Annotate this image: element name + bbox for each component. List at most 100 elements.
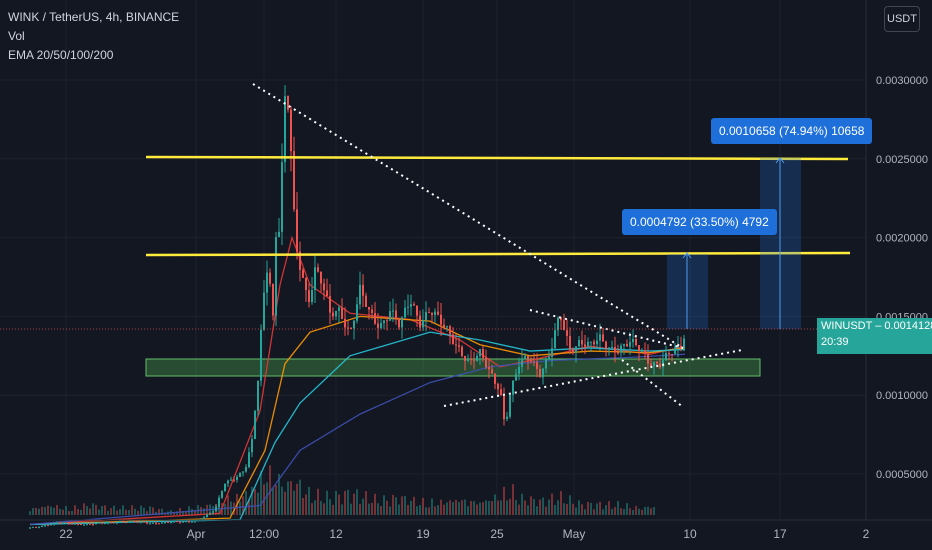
candle-body <box>143 521 145 523</box>
candle-body <box>230 479 232 481</box>
volume-bar <box>299 479 301 515</box>
volume-bar <box>47 505 49 515</box>
currency-unit-button[interactable]: USDT <box>884 6 920 32</box>
volume-bar <box>155 511 157 515</box>
candle-body <box>236 476 238 480</box>
candle-body <box>248 452 250 468</box>
ascending-trendline[interactable] <box>443 349 743 407</box>
time-tick-label: 17 <box>773 527 787 541</box>
candle-body <box>65 522 67 524</box>
volume-bar <box>380 506 382 515</box>
candle-body <box>392 310 394 312</box>
wedge-lower-trendline[interactable] <box>621 359 684 408</box>
volume-bar <box>653 506 655 515</box>
volume-bar <box>101 505 103 515</box>
volume-bar <box>515 500 517 515</box>
candle-body <box>257 380 259 411</box>
candle-body <box>428 312 430 314</box>
volume-bar <box>584 509 586 515</box>
candle-body <box>80 524 82 526</box>
volume-bar <box>650 508 652 515</box>
candle-body <box>650 363 652 367</box>
volume-bar <box>329 499 331 515</box>
candle-body <box>668 352 670 355</box>
candle-body <box>107 522 109 524</box>
candle-body <box>569 336 571 350</box>
candle-body <box>437 311 439 315</box>
volume-bar <box>305 494 307 515</box>
candle-body <box>218 497 220 507</box>
volume-bar <box>473 501 475 515</box>
ema-line <box>29 235 686 526</box>
volume-bar <box>284 491 286 515</box>
time-tick-label: 12:00 <box>249 527 279 541</box>
volume-bar <box>593 509 595 515</box>
candle-body <box>557 317 559 331</box>
volume-bar <box>323 503 325 515</box>
volume-bar <box>563 503 565 515</box>
measure-box-1[interactable] <box>667 252 708 329</box>
candle-body <box>536 362 538 369</box>
volume-bar <box>314 500 316 515</box>
volume-bar <box>365 491 367 515</box>
volume-bar <box>548 499 550 515</box>
price-tag-countdown: 20:39 <box>821 336 849 348</box>
candle-body <box>50 524 52 526</box>
volume-bar <box>395 497 397 515</box>
measure-box-2[interactable] <box>760 157 801 329</box>
candle-body <box>290 109 292 152</box>
ema-indicator-label[interactable]: EMA 20/50/100/200 <box>8 48 114 62</box>
current-price-label: WINUSDT – 0.0014128 20:39 <box>817 318 932 354</box>
volume-bar <box>53 507 55 515</box>
candle-body <box>401 317 403 328</box>
candle-body <box>383 320 385 324</box>
time-tick-label: May <box>563 527 586 541</box>
candle-body <box>662 360 664 368</box>
candle-body <box>176 521 178 523</box>
volume-bar <box>248 499 250 515</box>
volume-bar <box>65 505 67 515</box>
volume-bar <box>407 504 409 515</box>
candle-body <box>359 284 361 305</box>
volume-bar <box>560 491 562 515</box>
candle-body <box>587 341 589 347</box>
candle-body <box>278 231 280 238</box>
resistance-line-upper[interactable] <box>145 155 849 161</box>
volume-bar <box>497 500 499 515</box>
price-tag-value: 0.0014128 <box>884 320 932 332</box>
price-tick-label: 0.0010000 <box>876 390 928 402</box>
candle-body <box>38 527 40 529</box>
candle-body <box>671 354 673 356</box>
volume-bar <box>68 511 70 515</box>
volume-bar <box>44 507 46 515</box>
volume-bar <box>446 502 448 515</box>
resistance-line-lower[interactable] <box>145 251 851 257</box>
candle-body <box>488 367 490 370</box>
volume-bar <box>296 483 298 515</box>
candle-body <box>173 521 175 523</box>
chart-legend: WINK / TetherUS, 4h, BINANCE Vol EMA 20/… <box>8 8 179 65</box>
volume-bar <box>344 490 346 515</box>
candle-body <box>623 343 625 346</box>
time-tick-label: Apr <box>187 527 206 541</box>
volume-bar <box>545 506 547 515</box>
descending-trendline[interactable] <box>252 83 684 349</box>
volume-bar <box>554 504 556 515</box>
volume-bar <box>443 504 445 515</box>
candle-body <box>329 296 331 313</box>
volume-bar <box>272 488 274 515</box>
candle-body <box>518 366 520 374</box>
candle-body <box>185 521 187 523</box>
candle-body <box>584 344 586 347</box>
volume-bar <box>638 508 640 515</box>
volume-bar <box>257 492 259 515</box>
volume-bar <box>188 506 190 515</box>
volume-bar <box>137 510 139 515</box>
volume-bar <box>521 493 523 515</box>
symbol-title[interactable]: WINK / TetherUS, 4h, BINANCE <box>8 10 180 24</box>
volume-bar <box>491 500 493 515</box>
volume-bar <box>143 507 145 515</box>
volume-indicator-label[interactable]: Vol <box>8 29 25 43</box>
volume-bar <box>110 508 112 515</box>
